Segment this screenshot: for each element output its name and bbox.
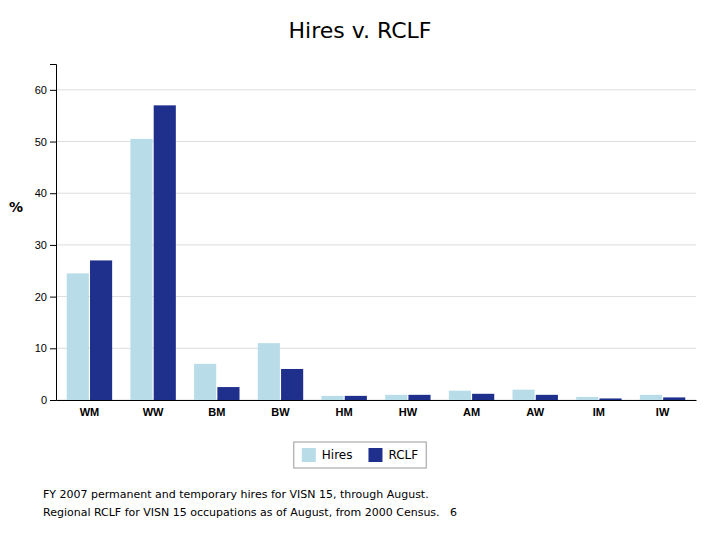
grid-line [56, 89, 696, 90]
bar [536, 395, 558, 400]
bar [408, 395, 430, 400]
bar [217, 387, 239, 400]
footnote: Regional RCLF for VISN 15 occupations as… [43, 506, 457, 519]
tick: WW [143, 406, 164, 418]
bars [67, 105, 686, 400]
tick-label: BM [208, 406, 225, 418]
bar [90, 260, 112, 400]
tick-label: 20 [35, 291, 47, 303]
tick-label: IW [656, 406, 670, 418]
tick: HM [336, 406, 353, 418]
tick: IW [656, 406, 670, 418]
plot: 0 10 20 30 40 50 60% WM WW BM BW HM HW AM AW IM IW [9, 65, 697, 418]
tick-label: 60 [35, 84, 47, 96]
tick-label: 10 [35, 342, 47, 354]
tick-mark [50, 245, 56, 246]
tick-label: 0 [41, 394, 47, 406]
tick-mark [50, 348, 56, 349]
tick: 60 [35, 84, 56, 96]
legend: Hires RCLF [294, 442, 426, 468]
series [90, 105, 685, 400]
tick-label: AM [463, 406, 480, 418]
tick: 40 [35, 187, 56, 199]
tick-label: IM [593, 406, 605, 418]
bar [663, 397, 685, 400]
tick-label: HM [336, 406, 353, 418]
bar [67, 273, 89, 400]
tick: BW [271, 406, 290, 418]
legend-frame [294, 442, 426, 468]
grid [56, 90, 696, 400]
legend-item: RCLF [368, 448, 418, 462]
tick: AW [526, 406, 544, 418]
legend-label: RCLF [388, 448, 418, 462]
bar [599, 398, 621, 400]
tick-mark [50, 142, 56, 143]
tick-label: BW [271, 406, 290, 418]
tick: AM [463, 406, 480, 418]
y-axis-label: % [9, 199, 23, 215]
bar [449, 391, 471, 400]
bar [512, 390, 534, 400]
legend-label: Hires [322, 448, 353, 462]
tick: 30 [35, 239, 56, 251]
tick-label: 30 [35, 239, 47, 251]
tick-label: 50 [35, 136, 47, 148]
footnote: FY 2007 permanent and temporary hires fo… [43, 488, 429, 501]
tick: 20 [35, 291, 56, 303]
legend-item: Hires [302, 448, 353, 462]
tick: 50 [35, 136, 56, 148]
tick-mark [50, 193, 56, 194]
bar [472, 394, 494, 400]
bar [281, 369, 303, 400]
tick-mark [50, 90, 56, 91]
legend-swatch [368, 448, 382, 462]
tick-mark [50, 400, 56, 401]
tick: BM [208, 406, 225, 418]
tick-label: WW [143, 406, 164, 418]
tick-mark [50, 297, 56, 298]
tick: HW [399, 406, 418, 418]
bar [154, 105, 176, 400]
legend-swatch [302, 448, 316, 462]
bar [345, 396, 367, 400]
tick-label: 40 [35, 187, 47, 199]
bar [130, 139, 152, 400]
bar [258, 343, 280, 400]
tick-label: WM [80, 406, 100, 418]
bar [385, 395, 407, 400]
title: Hires v. RCLF [289, 18, 432, 43]
bar [321, 396, 343, 400]
axis-line [57, 400, 697, 401]
bar [194, 364, 216, 400]
tick-label: AW [526, 406, 544, 418]
tick: 10 [35, 342, 56, 354]
bar [576, 397, 598, 400]
bar [640, 395, 662, 400]
axis-line [50, 65, 57, 401]
tick: WM [80, 406, 100, 418]
tick: IM [593, 406, 605, 418]
tick-label: HW [399, 406, 418, 418]
tick: 0 [41, 394, 56, 406]
chart: Hires v. RCLF 0 10 20 30 40 50 60% WM WW BM BW HM HW A… [0, 0, 720, 540]
x-axis: WM WW BM BW HM HW AM AW IM IW [57, 401, 697, 418]
y-axis: 0 10 20 30 40 50 60 [35, 65, 57, 407]
